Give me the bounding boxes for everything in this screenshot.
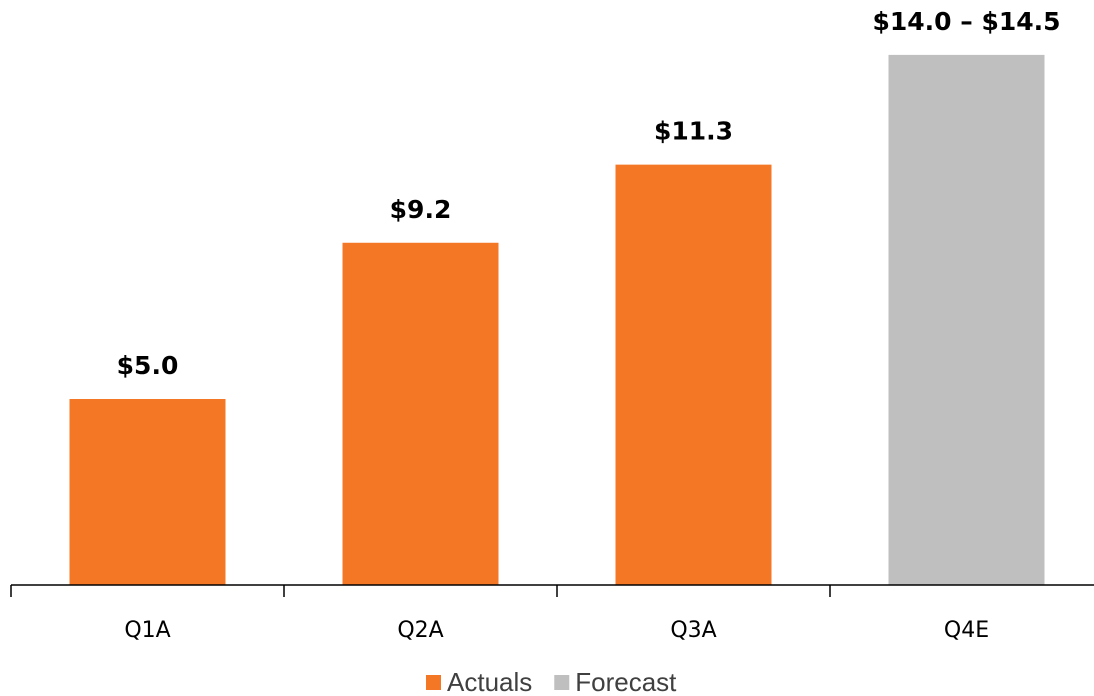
bar — [615, 164, 772, 585]
legend-swatch — [554, 675, 570, 690]
x-tick-label: Q4E — [944, 618, 989, 643]
value-label: $11.3 — [654, 117, 733, 146]
legend-label: Actuals — [447, 667, 532, 696]
legend-swatch — [426, 675, 441, 690]
x-tick-label: Q1A — [124, 618, 170, 643]
value-label: $14.0 – $14.5 — [872, 7, 1060, 36]
bar — [342, 242, 499, 585]
x-tick-label: Q3A — [670, 618, 716, 643]
bar — [69, 399, 226, 585]
bar — [888, 54, 1045, 585]
value-label: $9.2 — [390, 195, 452, 224]
legend-label: Forecast — [575, 667, 677, 696]
value-label: $5.0 — [117, 351, 179, 380]
x-tick-label: Q2A — [397, 618, 443, 643]
